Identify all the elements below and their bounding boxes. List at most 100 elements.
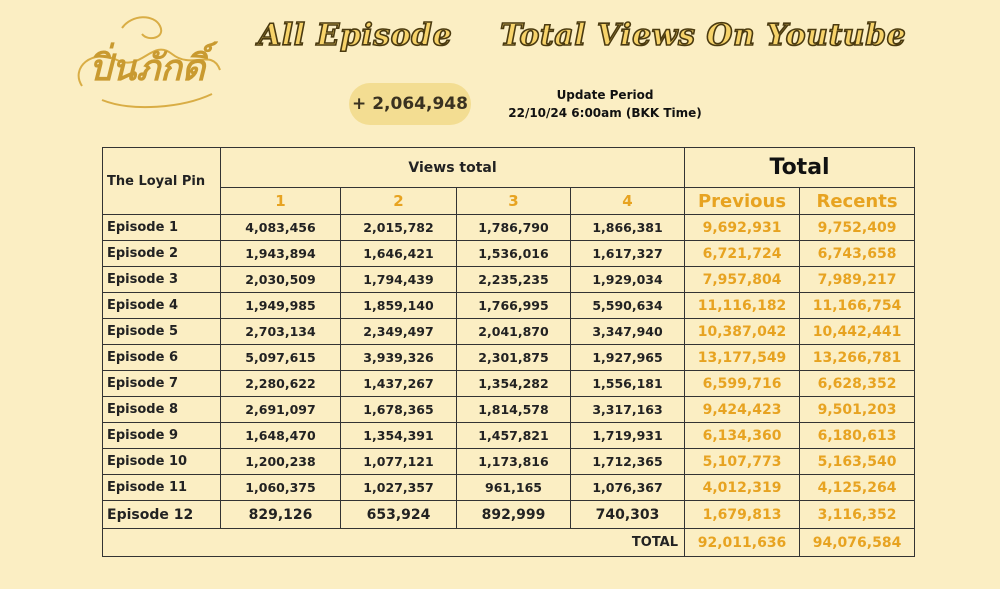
table-row: Episode 5 2,703,134 2,349,497 2,041,870 3,34… — [102, 318, 916, 345]
recent-total: 6,180,613 — [799, 422, 916, 449]
episode-name: Episode 10 — [102, 448, 221, 475]
recent-total: 10,442,441 — [799, 318, 916, 345]
episode-name: Episode 3 — [102, 266, 221, 293]
recent-total: 4,125,264 — [799, 474, 916, 501]
episode-name: Episode 2 — [102, 240, 221, 267]
part-2-views: 1,027,357 — [340, 474, 457, 501]
episode-name: Episode 1 — [102, 214, 221, 241]
previous-total: 4,012,319 — [684, 474, 801, 501]
update-period-time: 22/10/24 6:00am (BKK Time) — [508, 106, 702, 120]
title-all-episode: All Episode — [257, 17, 453, 54]
part-2-views: 1,794,439 — [340, 266, 457, 293]
table-row: Episode 1 4,083,456 2,015,782 1,786,790 1,86… — [102, 214, 916, 241]
part-4-views: 1,556,181 — [569, 370, 686, 397]
part-4-views: 1,866,381 — [569, 214, 686, 241]
grand-total-row: TOTAL 92,011,636 94,076,584 — [101, 528, 916, 557]
table-row: Episode 6 5,097,615 3,939,326 2,301,875 1,92… — [102, 344, 916, 371]
episode-name: Episode 7 — [102, 370, 221, 397]
part-1-views: 1,200,238 — [220, 448, 341, 475]
table-row: Episode 9 1,648,470 1,354,391 1,457,821 1,71… — [102, 422, 916, 449]
part-2-views: 1,077,121 — [340, 448, 457, 475]
episode-name: Episode 8 — [102, 396, 221, 423]
part-3-views: 1,457,821 — [456, 422, 571, 449]
part-1-views: 1,060,375 — [220, 474, 341, 501]
previous-header: Previous — [684, 187, 801, 215]
part-3-views: 1,814,578 — [456, 396, 571, 423]
show-name-header: The Loyal Pin — [102, 147, 221, 215]
part-2-views: 2,349,497 — [340, 318, 457, 345]
table-row: Episode 11 1,060,375 1,027,357 961,165 1,076… — [102, 474, 916, 501]
part-2-views: 653,924 — [340, 500, 457, 529]
part-4-views: 1,719,931 — [569, 422, 686, 449]
recents-header: Recents — [799, 187, 916, 215]
episode-name: Episode 4 — [102, 292, 221, 319]
part-3-views: 1,536,016 — [456, 240, 571, 267]
part-2-views: 3,939,326 — [340, 344, 457, 371]
part-1-views: 2,691,097 — [220, 396, 341, 423]
part-2-views: 1,354,391 — [340, 422, 457, 449]
part-1-views: 1,648,470 — [220, 422, 341, 449]
recent-total: 11,166,754 — [799, 292, 916, 319]
table-row: Episode 2 1,943,894 1,646,421 1,536,016 1,61… — [102, 240, 916, 267]
episode-name: Episode 5 — [102, 318, 221, 345]
grand-total-previous: 92,011,636 — [684, 528, 801, 557]
table-row: Episode 7 2,280,622 1,437,267 1,354,282 1,55… — [102, 370, 916, 397]
part-2-views: 1,437,267 — [340, 370, 457, 397]
part-1-views: 1,943,894 — [220, 240, 341, 267]
part-3-views: 2,235,235 — [456, 266, 571, 293]
part-3-views: 2,041,870 — [456, 318, 571, 345]
part-1-views: 1,949,985 — [220, 292, 341, 319]
part-4-views: 1,076,367 — [569, 474, 686, 501]
part-2-views: 1,646,421 — [340, 240, 457, 267]
recent-total: 13,266,781 — [799, 344, 916, 371]
part-3-views: 1,354,282 — [456, 370, 571, 397]
previous-total: 6,134,360 — [684, 422, 801, 449]
grand-total-recents: 94,076,584 — [799, 528, 916, 557]
part-3-header: 3 — [456, 187, 571, 215]
part-3-views: 892,999 — [456, 500, 571, 529]
recent-total: 9,501,203 — [799, 396, 916, 423]
previous-total: 13,177,549 — [684, 344, 801, 371]
logo-lettering: ปิ่นภักดิ์ — [89, 41, 218, 89]
part-1-views: 829,126 — [220, 500, 341, 529]
part-3-views: 1,786,790 — [456, 214, 571, 241]
recent-total: 6,743,658 — [799, 240, 916, 267]
table-row: Episode 10 1,200,238 1,077,121 1,173,816 1,7… — [102, 448, 916, 475]
views-increase-badge: + 2,064,948 — [349, 83, 471, 125]
views-table: The Loyal Pin Views total Total 1 2 3 4 … — [101, 146, 916, 557]
part-1-views: 4,083,456 — [220, 214, 341, 241]
episode-name: Episode 11 — [102, 474, 221, 501]
previous-total: 6,721,724 — [684, 240, 801, 267]
part-4-views: 1,927,965 — [569, 344, 686, 371]
title-total-views: Total Views On Youtube — [499, 17, 907, 54]
recent-total: 6,628,352 — [799, 370, 916, 397]
part-2-views: 1,859,140 — [340, 292, 457, 319]
logo-flourish: ปิ่นภักดิ์ — [77, 16, 221, 109]
part-1-views: 2,280,622 — [220, 370, 341, 397]
update-period: Update Period 22/10/24 6:00am (BKK Time) — [500, 86, 710, 122]
part-3-views: 2,301,875 — [456, 344, 571, 371]
recent-total: 5,163,540 — [799, 448, 916, 475]
part-4-header: 4 — [569, 187, 686, 215]
recent-total: 3,116,352 — [799, 500, 916, 529]
part-1-views: 2,703,134 — [220, 318, 341, 345]
part-4-views: 1,617,327 — [569, 240, 686, 267]
part-1-header: 1 — [220, 187, 341, 215]
recent-total: 7,989,217 — [799, 266, 916, 293]
part-2-header: 2 — [340, 187, 457, 215]
previous-total: 11,116,182 — [684, 292, 801, 319]
part-2-views: 2,015,782 — [340, 214, 457, 241]
part-4-views: 3,317,163 — [569, 396, 686, 423]
part-3-views: 1,173,816 — [456, 448, 571, 475]
table-row: Episode 3 2,030,509 1,794,439 2,235,235 1,92… — [102, 266, 916, 293]
part-1-views: 2,030,509 — [220, 266, 341, 293]
views-total-header: Views total — [219, 146, 686, 189]
part-4-views: 1,712,365 — [569, 448, 686, 475]
previous-total: 1,679,813 — [684, 500, 801, 529]
part-2-views: 1,678,365 — [340, 396, 457, 423]
previous-total: 9,692,931 — [684, 214, 801, 241]
part-4-views: 5,590,634 — [569, 292, 686, 319]
previous-total: 9,424,423 — [684, 396, 801, 423]
previous-total: 5,107,773 — [684, 448, 801, 475]
previous-total: 10,387,042 — [684, 318, 801, 345]
